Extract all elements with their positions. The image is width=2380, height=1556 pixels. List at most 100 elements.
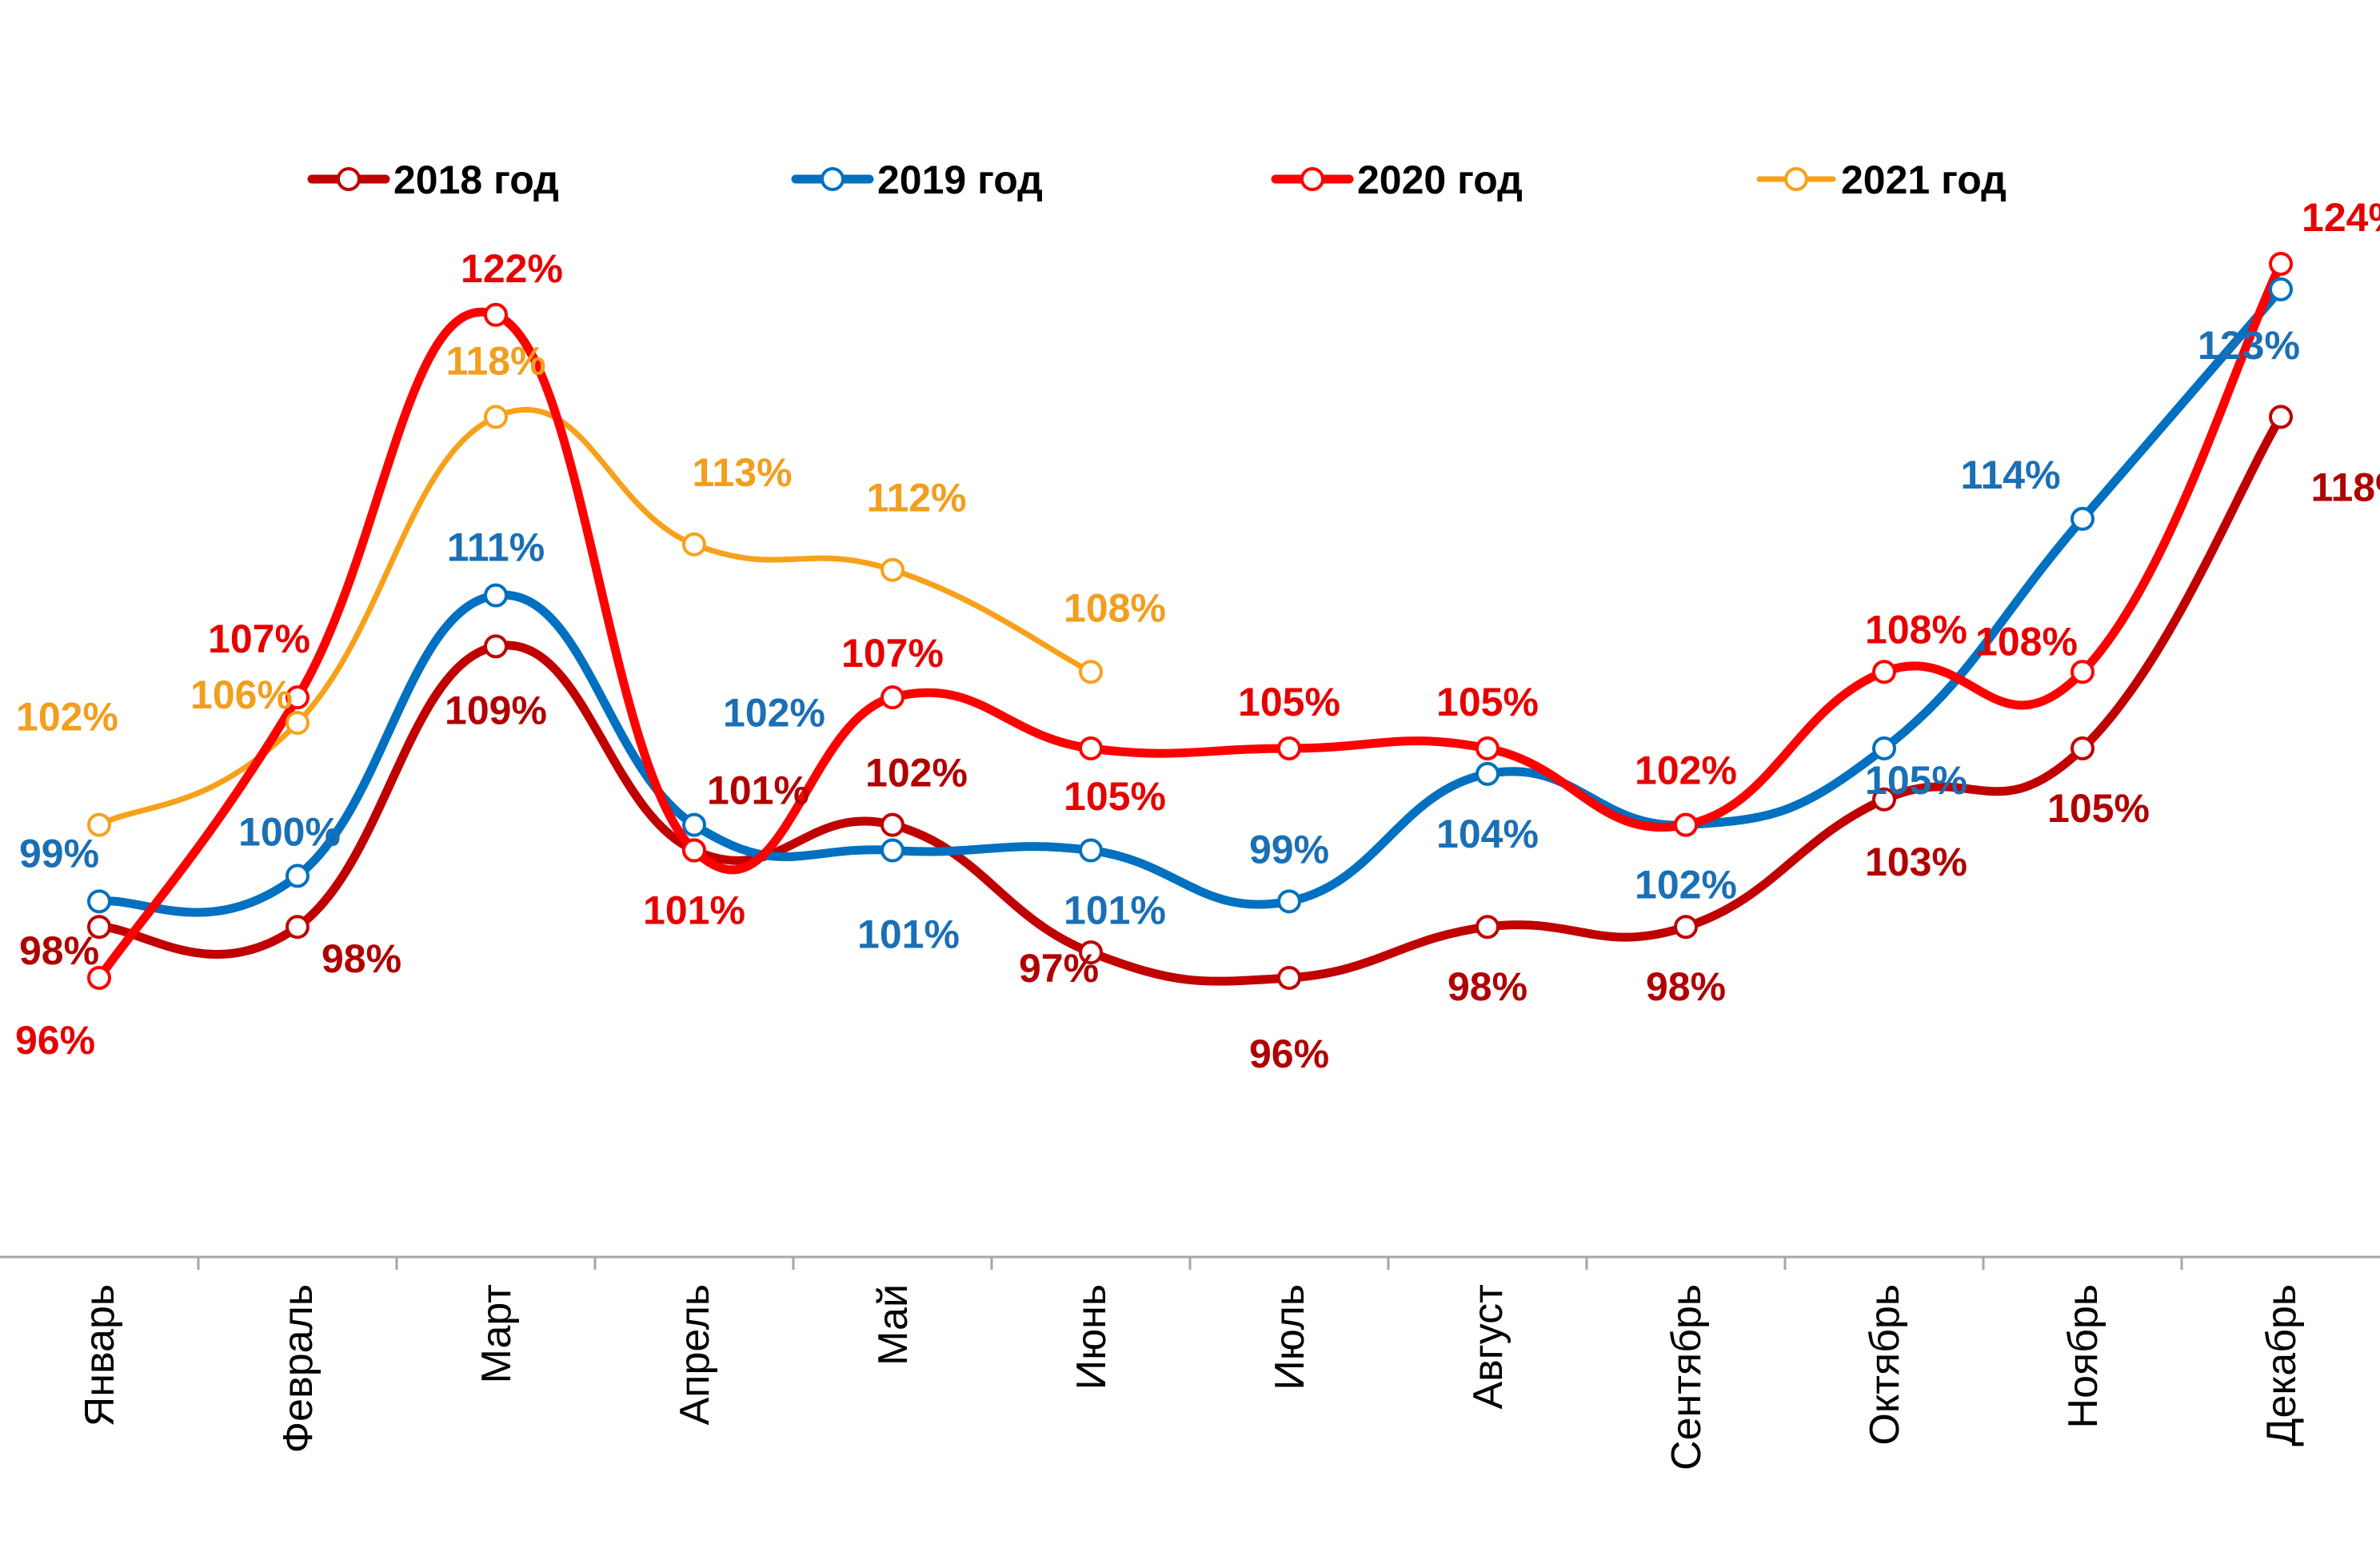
- data-label-2019-год-1: 99%: [19, 831, 99, 876]
- legend-marker-2020-год: [1300, 167, 1324, 191]
- data-point-2019-год-11: [2071, 506, 2094, 531]
- data-label-2018-год-11: 105%: [2047, 786, 2150, 831]
- data-label-2018-год-12: 118%: [2310, 465, 2380, 509]
- data-point-2021-год-3: [484, 405, 508, 429]
- data-label-2019-год-6: 101%: [1064, 888, 1166, 933]
- data-label-2020-год-12: 124%: [2302, 195, 2380, 240]
- x-tick-label-3: Март: [473, 1284, 520, 1383]
- data-point-2021-год-4: [682, 532, 706, 557]
- data-point-2020-год-6: [1079, 736, 1103, 760]
- data-point-2019-год-10: [1872, 736, 1896, 760]
- data-point-2018-год-11: [2071, 736, 2094, 760]
- data-label-2019-год-3: 111%: [447, 525, 545, 570]
- legend-label-2020-год: 2020 год: [1357, 158, 1523, 202]
- data-point-2020-год-2: [286, 685, 309, 710]
- data-label-2021-год-4: 113%: [692, 450, 792, 495]
- data-point-2018-год-9: [1674, 915, 1698, 940]
- data-point-2021-год-6: [1079, 660, 1103, 684]
- x-tick-label-11: Ноябрь: [2060, 1284, 2106, 1428]
- data-point-2019-год-2: [286, 864, 309, 888]
- data-label-2018-год-7: 96%: [1249, 1031, 1329, 1076]
- data-label-2021-год-2: 106%: [190, 672, 293, 717]
- data-point-2020-год-12: [2269, 252, 2293, 276]
- data-label-2019-год-2: 100%: [238, 809, 341, 854]
- data-point-2020-год-7: [1277, 736, 1301, 760]
- data-point-2018-год-3: [484, 634, 508, 659]
- data-label-2019-год-11: 114%: [1960, 453, 2060, 497]
- x-tick-label-5: Май: [870, 1284, 916, 1366]
- data-label-2019-год-9: 102%: [1635, 863, 1737, 908]
- data-label-2020-год-1: 96%: [15, 1018, 95, 1063]
- data-label-2021-год-3: 118%: [445, 338, 545, 383]
- series-lines: [94, 259, 2286, 986]
- data-point-2020-год-10: [1872, 660, 1896, 684]
- series-line-2019-год: [94, 285, 2286, 917]
- data-label-2018-год-6: 97%: [1019, 946, 1099, 991]
- data-label-2020-год-9: 102%: [1635, 748, 1737, 793]
- data-point-2018-год-12: [2269, 405, 2293, 429]
- data-point-2019-год-8: [1476, 761, 1499, 786]
- data-label-2020-год-2: 107%: [208, 616, 310, 661]
- x-tick-label-9: Сентябрь: [1663, 1284, 1710, 1470]
- data-label-2018-год-1: 98%: [19, 928, 99, 973]
- data-point-2020-год-4: [682, 838, 706, 863]
- x-tick-label-8: Август: [1465, 1284, 1511, 1410]
- data-point-2019-год-12: [2269, 277, 2293, 301]
- data-labels: 102% 106% 118% 113% 112% 108% 98% 98% 109% 101% 10…: [15, 195, 2380, 1076]
- data-point-2018-год-6: [1079, 940, 1103, 965]
- data-label-2018-год-2: 98%: [321, 936, 401, 981]
- data-point-2021-год-2: [286, 711, 309, 736]
- data-point-2018-год-5: [881, 812, 904, 837]
- data-label-2021-год-6: 108%: [1064, 585, 1166, 630]
- data-label-2018-год-5: 102%: [865, 751, 968, 796]
- data-point-2020-год-3: [484, 302, 508, 327]
- data-point-2020-год-1: [87, 966, 111, 990]
- series-markers: [87, 252, 2293, 990]
- data-label-2020-год-8: 105%: [1436, 680, 1539, 724]
- x-tick-label-6: Июнь: [1068, 1284, 1115, 1390]
- data-label-2018-год-8: 98%: [1448, 964, 1527, 1009]
- data-label-2021-год-5: 112%: [866, 476, 966, 521]
- data-label-2020-год-7: 105%: [1238, 680, 1340, 724]
- data-label-2018-год-9: 98%: [1646, 964, 1726, 1009]
- x-tick-label-7: Июль: [1267, 1284, 1313, 1390]
- data-point-2019-год-3: [484, 583, 508, 608]
- x-tick-label-4: Апрель: [672, 1284, 718, 1425]
- data-label-2019-год-12: 123%: [2198, 323, 2300, 368]
- legend-label-2021-год: 2021 год: [1841, 158, 2007, 202]
- legend-marker-2018-год: [337, 167, 361, 191]
- data-point-2018-год-10: [1872, 787, 1896, 812]
- data-point-2020-год-11: [2071, 660, 2094, 684]
- data-point-2018-год-1: [87, 915, 111, 940]
- data-point-2020-год-8: [1476, 736, 1499, 760]
- data-label-2020-год-3: 122%: [461, 246, 563, 291]
- data-label-2019-год-5: 101%: [857, 912, 960, 957]
- data-point-2019-год-5: [881, 838, 904, 863]
- data-point-2018-год-2: [286, 915, 309, 940]
- x-tick-label-12: Декабрь: [2258, 1284, 2305, 1446]
- data-point-2018-год-8: [1476, 915, 1499, 940]
- data-label-2019-год-4: 102%: [723, 691, 825, 736]
- legend-label-2018-год: 2018 год: [393, 158, 559, 202]
- data-label-2019-год-7: 99%: [1249, 827, 1329, 872]
- data-label-2019-год-10: 105%: [1865, 758, 1967, 803]
- data-label-2020-год-6: 105%: [1064, 774, 1166, 819]
- data-point-2019-год-1: [87, 889, 111, 914]
- legend-marker-2019-год: [821, 167, 845, 191]
- series-line-2018-год: [94, 412, 2286, 986]
- legend-label-2019-год: 2019 год: [877, 158, 1043, 202]
- data-label-2018-год-3: 109%: [445, 688, 547, 732]
- data-point-2019-год-7: [1277, 889, 1301, 914]
- x-axis: Январь Февраль Март Апрель Май Июнь Июль Август…: [0, 1255, 2380, 1470]
- x-tick-label-10: Октябрь: [1862, 1284, 1908, 1446]
- data-label-2021-год-1: 102%: [16, 695, 118, 740]
- data-point-2018-год-7: [1277, 966, 1301, 990]
- data-label-2020-год-11: 108%: [1975, 619, 2078, 664]
- data-label-2018-год-10: 103%: [1865, 840, 1967, 884]
- x-tick-label-2: Февраль: [275, 1284, 321, 1453]
- data-point-2019-год-6: [1079, 838, 1103, 863]
- data-label-2020-год-4: 101%: [643, 888, 745, 933]
- data-label-2020-год-5: 107%: [841, 631, 944, 676]
- x-tick-label-1: Январь: [77, 1284, 123, 1426]
